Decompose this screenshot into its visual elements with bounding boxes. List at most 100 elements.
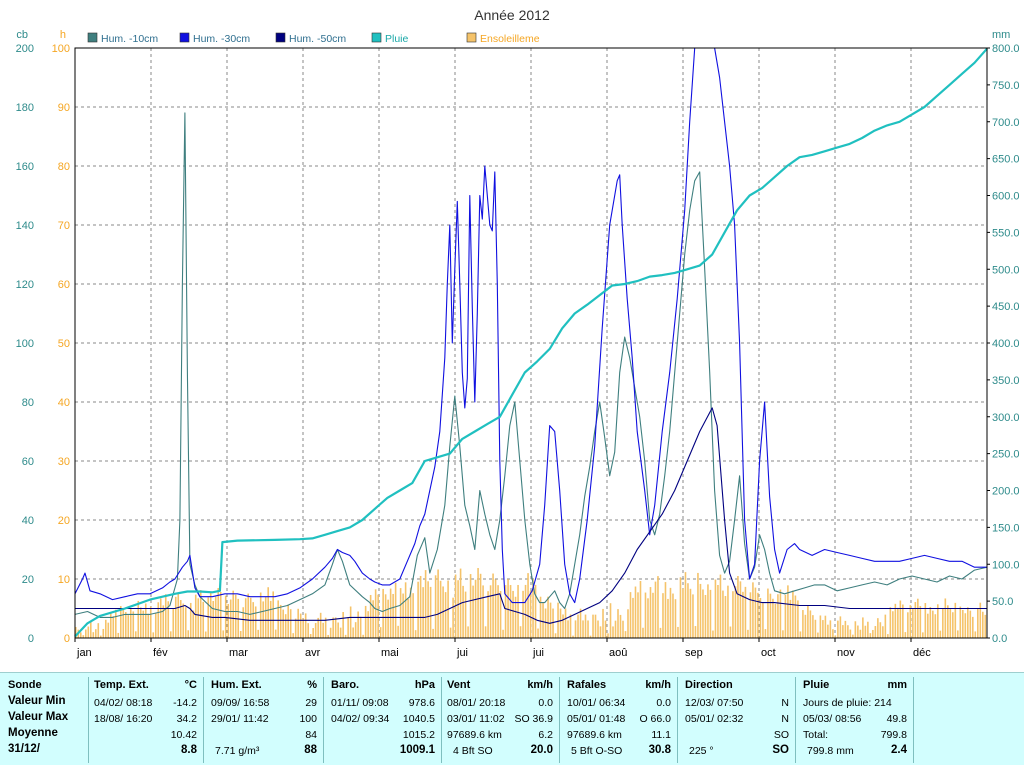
sunshine-bar: [667, 598, 669, 638]
sunshine-bar: [737, 576, 739, 638]
sunshine-bar: [402, 593, 404, 638]
sunshine-bar: [589, 635, 592, 638]
sunshine-bar: [982, 611, 984, 638]
sunshine-bar: [222, 630, 225, 638]
x-tick-label: nov: [837, 647, 855, 659]
sunshine-bar: [257, 629, 259, 638]
sunshine-bar: [834, 635, 837, 638]
sunshine-bar: [762, 603, 764, 638]
sunshine-bar: [804, 614, 807, 638]
legend-swatch: [371, 32, 382, 43]
axis-ticks: 0 0 20 10 40 20 60 30 80 40 100 50 120 60 140 70 160 80 18…: [16, 29, 1020, 659]
sunshine-bar: [347, 617, 349, 638]
legend-label: Ensoleilleme: [480, 33, 540, 45]
sunshine-bar: [327, 634, 329, 638]
sunshine-bar: [902, 604, 904, 638]
sunshine-bar: [514, 596, 517, 638]
sunshine-bar: [329, 627, 332, 638]
row-label-max: Valeur Max: [8, 711, 69, 723]
sunshine-bar: [344, 634, 347, 638]
sunshine-bar: [647, 598, 649, 638]
sunshine-bar: [747, 629, 749, 638]
vent-mean-value: 6.2: [538, 729, 553, 741]
x-tick-label: jan: [76, 647, 92, 659]
direction-current-value: SO: [772, 744, 789, 756]
sunshine-bar: [984, 614, 987, 638]
sunshine-bar: [244, 598, 247, 638]
sunshine-bar: [182, 603, 185, 638]
sunshine-bar: [367, 611, 369, 638]
sunshine-bar: [654, 581, 657, 638]
hum-absolute: 7.71 g/m³: [215, 745, 260, 757]
sunshine-bar: [694, 626, 697, 638]
sunshine-bar: [739, 581, 742, 638]
legend-label: Pluie: [385, 33, 409, 45]
baro-column: Baro. hPa 01/11/ 09:08 978.6 04/02/ 09:3…: [323, 677, 442, 763]
sunshine-bar: [432, 628, 434, 638]
sunshine-bar: [169, 631, 172, 638]
chart-grid: [75, 48, 987, 638]
sunshine-bar: [309, 634, 312, 638]
y2-tick-label: 650.0: [992, 154, 1020, 166]
sunshine-bar: [604, 620, 607, 638]
sunshine-bar: [909, 605, 912, 638]
sunshine-bar: [137, 600, 140, 638]
sunshine-bar: [84, 629, 87, 638]
sunshine-bar: [932, 610, 934, 638]
sunshine-bar: [189, 602, 192, 638]
sunshine-bar: [87, 626, 90, 638]
sunshine-bar: [619, 614, 622, 638]
sunshine-bar: [822, 620, 824, 638]
sunshine-bar: [147, 613, 150, 638]
sunshine-bar: [149, 606, 152, 638]
sunshine-bar: [644, 592, 647, 638]
direction-column: Direction 12/03/ 07:50 N 05/01/ 02:32 N …: [677, 677, 796, 763]
sunshine-bar: [497, 585, 499, 638]
chart-series: [74, 47, 988, 638]
sunshine-bar: [202, 601, 205, 638]
sunshine-bar: [622, 620, 624, 638]
sunshine-bar: [314, 622, 317, 638]
sunshine-bar: [569, 614, 572, 638]
sunshine-bar: [807, 605, 809, 638]
sunshine-bars: [75, 568, 987, 638]
y-tick-label-cb: 100: [16, 338, 34, 350]
annual-weather-chart: Année 2012 Hum. -10cm Hum. -30cm Hum. -50c…: [15, 7, 1020, 659]
vent-current-value: 20.0: [530, 744, 553, 756]
y2-tick-label: 200.0: [992, 486, 1020, 498]
sunshine-bar: [842, 625, 844, 638]
sunshine-bar: [357, 611, 359, 638]
sunshine-bar: [187, 630, 190, 638]
sunshine-bar: [562, 614, 564, 638]
sunshine-bar: [649, 587, 652, 638]
sunshine-bar: [379, 627, 382, 638]
sunshine-bar: [167, 601, 170, 638]
y-tick-label-cb: 80: [22, 397, 34, 409]
sunshine-bar: [692, 594, 694, 638]
sunshine-bar: [142, 610, 145, 638]
vent-max-date: 03/01/ 11:02: [447, 713, 505, 725]
sunshine-bar: [787, 585, 789, 638]
sunshine-bar: [817, 632, 819, 638]
sunshine-bar: [564, 608, 567, 638]
y-tick-label-cb: 140: [16, 220, 34, 232]
sunshine-bar: [754, 587, 757, 638]
rafales-column: Rafales km/h 10/01/ 06:34 0.0 05/01/ 01:…: [559, 677, 678, 763]
temp-max-date: 18/08/ 16:20: [94, 713, 153, 725]
legend-label: Hum. -50cm: [289, 33, 346, 45]
y2-tick-label: 750.0: [992, 80, 1020, 92]
sunshine-bar: [492, 573, 494, 638]
sunshine-bar: [144, 603, 147, 638]
sunshine-bar: [797, 600, 799, 638]
sunshine-bar: [232, 590, 235, 638]
sunshine-bar: [624, 631, 627, 638]
sunshine-bar: [779, 589, 782, 638]
sunshine-bar: [757, 592, 759, 638]
sunshine-bar: [79, 632, 82, 638]
sunshine-bar: [407, 598, 409, 638]
sunshine-bar: [472, 585, 474, 638]
sunshine-bar: [369, 594, 372, 638]
y-tick-label-h: 50: [58, 338, 70, 350]
temp-mean-value: 10.42: [170, 729, 197, 741]
sunshine-bar: [449, 627, 452, 638]
